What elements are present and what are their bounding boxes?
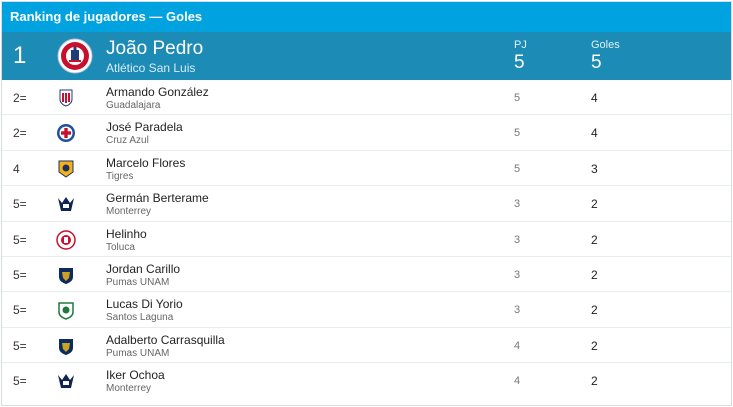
player-name[interactable]: Germán Berterame: [106, 191, 209, 206]
player-goals: 4: [591, 126, 598, 141]
player-team: Monterrey: [106, 383, 152, 395]
player-goals: 2: [591, 374, 598, 389]
widget-title: Ranking de jugadores — Goles: [2, 2, 731, 32]
player-goals: 2: [591, 303, 598, 318]
pumas-crest-icon: [56, 265, 76, 285]
player-pj: 4: [514, 339, 521, 352]
player-team: Cruz Azul: [106, 135, 149, 147]
player-team: Santos Laguna: [106, 312, 174, 324]
leader-pj: 5: [514, 52, 525, 73]
player-name[interactable]: Marcelo Flores: [106, 155, 186, 170]
player-team: Tigres: [106, 170, 134, 182]
player-goals: 2: [591, 197, 598, 212]
player-row[interactable]: 2= José Paradela Cruz Azul 5 4: [2, 115, 731, 151]
pj-header: PJ: [514, 39, 527, 51]
leader-row[interactable]: 1 João Pedro Atlético San Luis PJ 5 Gole…: [2, 32, 731, 80]
player-goals: 2: [591, 338, 598, 353]
player-name[interactable]: Armando González: [106, 85, 209, 99]
leader-name[interactable]: João Pedro: [106, 38, 204, 59]
leader-team: Atlético San Luis: [106, 61, 196, 75]
player-rank: 5=: [13, 338, 27, 353]
player-team: Pumas UNAM: [106, 276, 170, 288]
player-pj: 5: [514, 162, 521, 175]
player-name[interactable]: Jordan Carillo: [106, 261, 181, 276]
tigres-crest-icon: [56, 159, 76, 179]
player-name[interactable]: Lucas Di Yorio: [106, 297, 183, 312]
guadalajara-crest-icon: [56, 88, 76, 108]
player-name[interactable]: Helinho: [106, 226, 147, 241]
player-pj: 3: [514, 304, 521, 317]
player-goals: 2: [591, 267, 598, 282]
player-team: Monterrey: [106, 206, 152, 218]
player-row[interactable]: 5= Helinho Toluca 3 2: [2, 222, 731, 257]
player-name[interactable]: Adalberto Carrasquilla: [106, 332, 225, 347]
player-row[interactable]: 5= Jordan Carillo Pumas UNAM 3 2: [2, 257, 731, 293]
player-rank: 5=: [13, 267, 27, 282]
player-team: Toluca: [106, 241, 135, 253]
player-row[interactable]: 2= Armando González Guadalajara 5 4: [2, 80, 731, 116]
player-name[interactable]: Iker Ochoa: [106, 368, 165, 383]
player-pj: 3: [514, 233, 521, 246]
player-pj: 3: [514, 198, 521, 211]
player-rank: 5=: [13, 232, 27, 247]
player-pj: 5: [514, 92, 521, 104]
player-row[interactable]: 5= Iker Ochoa Monterrey 4 2: [2, 363, 731, 398]
player-rank: 5=: [13, 374, 27, 389]
player-team: Guadalajara: [106, 100, 161, 111]
player-row[interactable]: 5= Germán Berterame Monterrey 3 2: [2, 186, 731, 222]
player-goals: 3: [591, 161, 598, 176]
player-row[interactable]: 5= Lucas Di Yorio Santos Laguna 3 2: [2, 292, 731, 328]
pumas-crest-icon: [56, 336, 76, 356]
player-name[interactable]: José Paradela: [106, 120, 183, 135]
player-rank: 2=: [13, 126, 27, 141]
leader-goals: 5: [591, 52, 602, 73]
player-row[interactable]: 5= Adalberto Carrasquilla Pumas UNAM 4 2: [2, 328, 731, 364]
toluca-crest-icon: [56, 229, 76, 250]
monterrey-crest-icon: [56, 371, 76, 391]
player-rank: 4: [13, 161, 20, 176]
player-pj: 5: [514, 127, 521, 140]
player-pj: 4: [514, 375, 521, 388]
santos-laguna-crest-icon: [56, 300, 76, 321]
monterrey-crest-icon: [56, 194, 76, 214]
leader-rank: 1: [13, 42, 27, 69]
player-pj: 3: [514, 268, 521, 281]
atletico-san-luis-crest-icon: [57, 38, 93, 74]
cruz-azul-crest-icon: [56, 123, 76, 143]
player-rank: 5=: [13, 303, 27, 318]
player-goals: 2: [591, 232, 598, 247]
player-row[interactable]: 4 Marcelo Flores Tigres 5 3: [2, 151, 731, 187]
player-goals: 4: [591, 91, 598, 105]
player-team: Pumas UNAM: [106, 347, 170, 359]
player-rank: 5=: [13, 197, 27, 212]
goals-header: Goles: [591, 39, 620, 51]
player-rank: 2=: [13, 91, 27, 105]
